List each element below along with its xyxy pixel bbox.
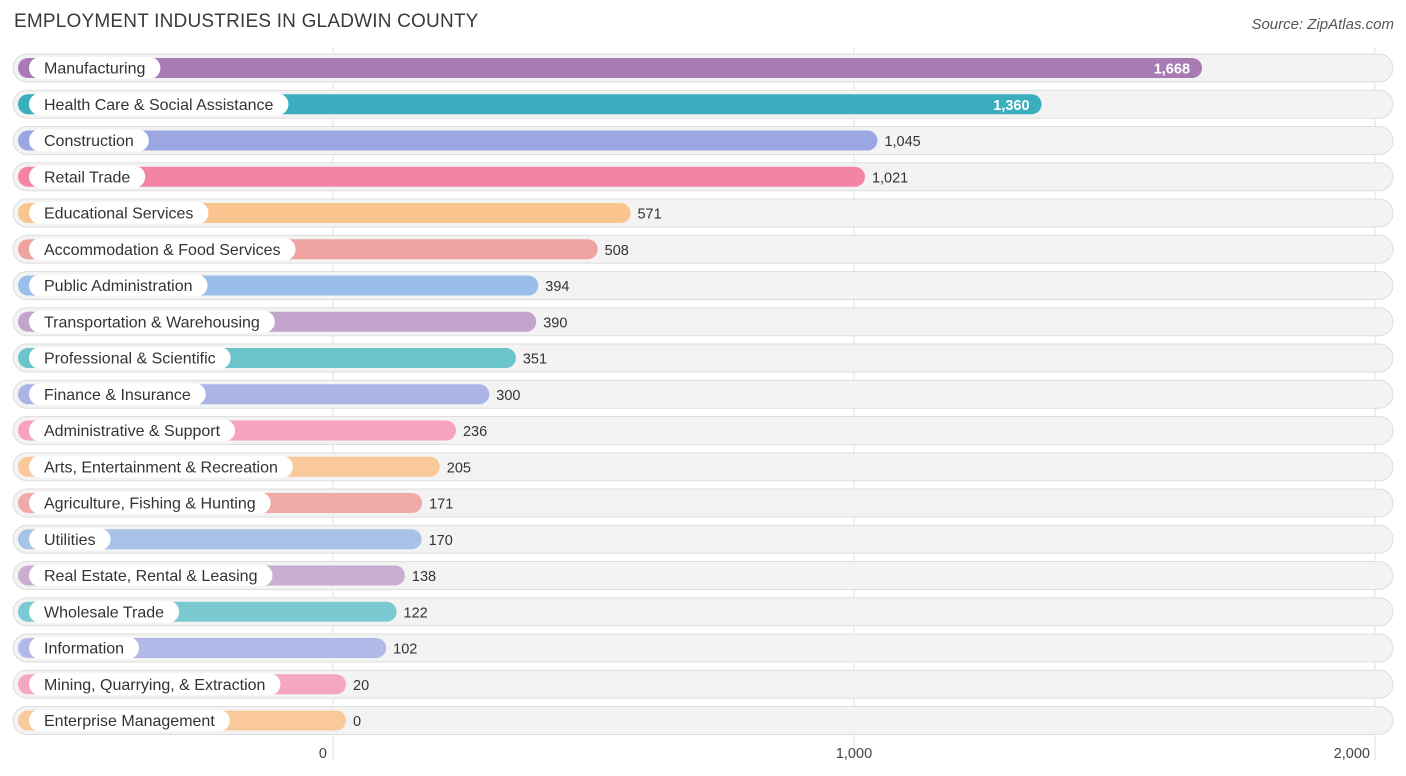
value-label-wholesale-trade: 122 xyxy=(404,605,428,621)
value-label-accommodation-and-food-services: 508 xyxy=(605,243,629,259)
x-tick-label-0: 0 xyxy=(319,746,327,762)
label-pill-information xyxy=(29,637,140,659)
category-label-professional-and-scientific: Professional & Scientific xyxy=(44,351,216,368)
label-pill-finance-and-insurance xyxy=(29,383,206,406)
value-label-enterprise-management: 0 xyxy=(353,714,361,730)
value-label-public-administration: 394 xyxy=(545,279,569,295)
category-label-utilities: Utilities xyxy=(44,532,96,549)
category-label-manufacturing: Manufacturing xyxy=(44,61,145,78)
label-pill-real-estate-rental-and-leasing xyxy=(29,564,273,587)
label-pill-transportation-and-warehousing xyxy=(29,310,275,333)
chart-source: Source: ZipAtlas.com xyxy=(1251,16,1394,33)
category-label-mining-quarrying-and-extraction: Mining, Quarrying, & Extraction xyxy=(44,677,265,694)
category-label-public-administration: Public Administration xyxy=(44,278,193,295)
category-label-arts-entertainment-and-recreation: Arts, Entertainment & Recreation xyxy=(44,459,278,476)
chart-title: EMPLOYMENT INDUSTRIES IN GLADWIN COUNTY xyxy=(14,11,479,32)
label-pill-arts-entertainment-and-recreation xyxy=(29,455,293,478)
value-label-manufacturing: 1,668 xyxy=(1154,62,1190,78)
category-label-transportation-and-warehousing: Transportation & Warehousing xyxy=(44,314,260,331)
value-label-arts-entertainment-and-recreation: 205 xyxy=(447,460,471,476)
category-label-real-estate-rental-and-leasing: Real Estate, Rental & Leasing xyxy=(44,568,257,585)
value-label-real-estate-rental-and-leasing: 138 xyxy=(412,569,436,585)
category-label-administrative-and-support: Administrative & Support xyxy=(44,423,221,440)
label-pill-administrative-and-support xyxy=(29,419,236,442)
category-label-information: Information xyxy=(44,641,124,658)
label-pill-construction xyxy=(29,129,149,152)
bar-construction xyxy=(18,130,878,151)
value-label-retail-trade: 1,021 xyxy=(872,170,908,186)
value-label-health-care-and-social-assistance: 1,360 xyxy=(993,98,1029,114)
value-label-information: 102 xyxy=(393,642,417,658)
label-pill-agriculture-fishing-and-hunting xyxy=(29,492,271,514)
label-pill-educational-services xyxy=(29,202,209,224)
label-pill-public-administration xyxy=(29,274,208,297)
category-label-health-care-and-social-assistance: Health Care & Social Assistance xyxy=(44,97,274,114)
label-pill-manufacturing xyxy=(29,57,161,79)
bar-manufacturing xyxy=(18,58,1203,78)
category-label-agriculture-fishing-and-hunting: Agriculture, Fishing & Hunting xyxy=(44,496,256,513)
track-enterprise-management xyxy=(12,706,1394,735)
bar-utilities xyxy=(18,529,422,550)
label-pill-utilities xyxy=(29,528,111,551)
label-pill-retail-trade xyxy=(29,165,146,188)
label-pill-health-care-and-social-assistance xyxy=(29,93,289,116)
label-pill-mining-quarrying-and-extraction xyxy=(29,673,281,696)
category-label-retail-trade: Retail Trade xyxy=(44,169,130,186)
x-tick-label-2000: 2,000 xyxy=(1334,746,1370,762)
x-tick-label-1000: 1,000 xyxy=(836,746,872,762)
label-pill-accommodation-and-food-services xyxy=(29,238,296,261)
category-label-construction: Construction xyxy=(44,133,134,150)
label-pill-wholesale-trade xyxy=(29,600,180,623)
label-pill-professional-and-scientific xyxy=(29,347,231,369)
value-label-agriculture-fishing-and-hunting: 171 xyxy=(429,497,453,513)
value-label-utilities: 170 xyxy=(429,533,453,549)
track-mining-quarrying-and-extraction xyxy=(12,669,1394,699)
category-label-finance-and-insurance: Finance & Insurance xyxy=(44,387,191,404)
value-label-mining-quarrying-and-extraction: 20 xyxy=(353,678,369,694)
value-label-transportation-and-warehousing: 390 xyxy=(543,315,567,331)
category-label-accommodation-and-food-services: Accommodation & Food Services xyxy=(44,242,281,259)
category-label-educational-services: Educational Services xyxy=(44,206,193,223)
value-label-administrative-and-support: 236 xyxy=(463,424,487,440)
value-label-construction: 1,045 xyxy=(884,134,920,150)
value-label-educational-services: 571 xyxy=(637,207,661,223)
value-label-finance-and-insurance: 300 xyxy=(496,388,520,404)
category-label-enterprise-management: Enterprise Management xyxy=(44,713,215,730)
bar-retail-trade xyxy=(18,166,865,187)
value-label-professional-and-scientific: 351 xyxy=(523,352,547,368)
label-pill-enterprise-management xyxy=(29,709,230,732)
category-label-wholesale-trade: Wholesale Trade xyxy=(44,604,164,621)
